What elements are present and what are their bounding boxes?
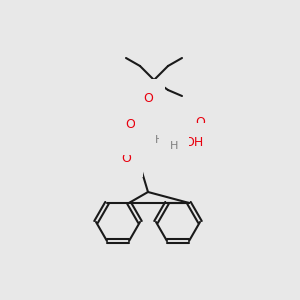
- Text: OH: OH: [184, 136, 204, 148]
- Text: O: O: [121, 152, 131, 164]
- Text: O: O: [115, 130, 125, 142]
- Text: O: O: [125, 118, 135, 130]
- Text: H: H: [155, 135, 163, 145]
- Text: N: N: [147, 128, 157, 140]
- Text: H: H: [170, 141, 178, 151]
- Text: O: O: [195, 116, 205, 128]
- Text: O: O: [143, 92, 153, 104]
